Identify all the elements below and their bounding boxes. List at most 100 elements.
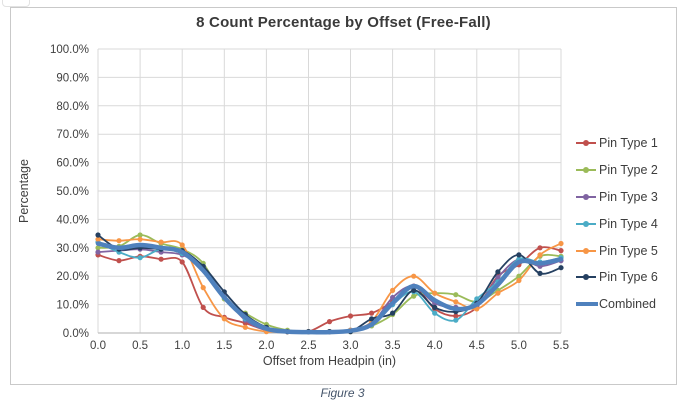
legend-item-pin-type-3: Pin Type 3: [575, 184, 675, 211]
data-point-pin-type-6: [95, 232, 101, 238]
data-point-pin-type-6: [558, 265, 564, 271]
x-tick-label: 3.0: [343, 340, 359, 352]
data-point-pin-type-2: [137, 232, 143, 238]
data-point-pin-type-5: [158, 239, 164, 245]
legend-label: Pin Type 1: [599, 136, 658, 151]
data-point-pin-type-2: [95, 245, 101, 251]
data-point-pin-type-6: [369, 316, 375, 322]
data-point-pin-type-4: [432, 310, 438, 316]
data-point-pin-type-5: [453, 299, 459, 305]
line-marker-icon: [575, 299, 598, 309]
chart-card: 8 Count Percentage by Offset (Free-Fall)…: [10, 7, 677, 385]
y-tick-label: 70.0%: [56, 129, 89, 141]
data-point-pin-type-6: [411, 287, 417, 293]
data-point-pin-type-1: [369, 310, 375, 316]
y-tick-label: 40.0%: [56, 214, 89, 226]
x-tick-label: 5.5: [553, 340, 569, 352]
y-tick-label: 0.0%: [63, 328, 89, 340]
y-tick-label: 30.0%: [56, 243, 89, 255]
legend-label: Pin Type 5: [599, 243, 658, 258]
data-point-pin-type-4: [137, 255, 143, 261]
legend-item-pin-type-5: Pin Type 5: [575, 237, 675, 264]
data-point-pin-type-2: [453, 292, 459, 298]
line-marker-icon: [575, 272, 598, 282]
line-chart: 0.0% 10.0% 20.0% 30.0% 40.0% 50.0% 60.0% 70.0% 8…: [50, 44, 569, 352]
y-tick-label: 10.0%: [56, 300, 89, 312]
legend-label: Pin Type 2: [599, 163, 658, 178]
line-marker-icon: [575, 192, 598, 202]
data-point-pin-type-6: [432, 304, 438, 310]
data-point-pin-type-4: [474, 296, 480, 302]
data-point-pin-type-1: [347, 313, 354, 319]
data-point-pin-type-4: [453, 317, 459, 323]
legend-item-pin-type-2: Pin Type 2: [575, 157, 675, 184]
data-point-pin-type-1: [200, 304, 206, 310]
y-tick-label: 80.0%: [56, 101, 89, 113]
x-tick-label: 5.0: [511, 340, 527, 352]
data-point-pin-type-2: [516, 273, 522, 279]
y-tick-label: 60.0%: [56, 158, 89, 170]
x-tick-label: 1.5: [216, 340, 232, 352]
data-point-pin-type-1: [558, 248, 564, 254]
data-point-pin-type-1: [537, 245, 543, 251]
x-axis-title: Offset from Headpin (in): [262, 354, 397, 368]
legend-label: Pin Type 3: [599, 189, 658, 204]
data-point-pin-type-2: [411, 293, 417, 299]
series-line-pin-type-4: [97, 241, 562, 333]
data-point-pin-type-5: [95, 236, 101, 242]
legend-item-pin-type-6: Pin Type 6: [575, 264, 675, 291]
data-point-pin-type-6: [390, 310, 396, 316]
x-tick-label: 1.0: [174, 340, 190, 352]
x-tick-label: 2.5: [301, 340, 317, 352]
y-tick-label: 100.0%: [50, 44, 89, 56]
figure-caption: Figure 3: [320, 386, 365, 400]
data-point-pin-type-3: [495, 275, 501, 281]
x-tick-label: 4.0: [427, 340, 443, 352]
legend-label: Pin Type 4: [599, 216, 658, 231]
legend-label: Pin Type 6: [599, 270, 658, 285]
data-point-pin-type-5: [495, 290, 501, 296]
y-tick-label: 20.0%: [56, 271, 89, 283]
chart-title: 8 Count Percentage by Offset (Free-Fall): [196, 14, 491, 31]
line-marker-icon: [575, 165, 598, 175]
x-tick-label: 0.5: [132, 340, 148, 352]
x-tick-label: 4.5: [469, 340, 485, 352]
data-point-pin-type-5: [242, 324, 248, 330]
line-marker-icon: [575, 138, 598, 148]
legend-item-pin-type-4: Pin Type 4: [575, 210, 675, 237]
data-point-pin-type-6: [516, 252, 522, 258]
data-point-pin-type-1: [116, 258, 122, 264]
data-point-pin-type-1: [453, 313, 459, 319]
data-point-pin-type-3: [390, 294, 396, 301]
data-point-pin-type-6: [495, 269, 501, 275]
data-point-pin-type-5: [390, 287, 396, 293]
data-point-pin-type-5: [516, 277, 522, 284]
data-point-pin-type-6: [537, 270, 543, 276]
data-point-pin-type-5: [432, 290, 438, 296]
data-point-pin-type-5: [116, 238, 122, 244]
y-tick-label: 50.0%: [56, 186, 89, 198]
line-marker-icon: [575, 219, 598, 229]
data-point-pin-type-1: [179, 259, 185, 265]
data-point-pin-type-3: [95, 249, 101, 255]
data-point-pin-type-5: [537, 252, 543, 258]
x-tick-label: 0.0: [90, 340, 106, 352]
x-tick-label: 3.5: [385, 340, 401, 352]
window-artifact: [2, 0, 30, 7]
data-point-pin-type-1: [326, 319, 333, 325]
data-point-pin-type-5: [179, 242, 185, 248]
data-point-pin-type-5: [137, 236, 143, 242]
data-point-pin-type-5: [558, 240, 564, 247]
x-tick-label: 2.0: [258, 340, 274, 352]
data-point-pin-type-5: [221, 316, 227, 322]
y-tick-label: 90.0%: [56, 72, 89, 84]
legend-item-pin-type-1: Pin Type 1: [575, 130, 675, 157]
series-line-combined: [95, 241, 564, 335]
data-point-pin-type-5: [411, 273, 417, 279]
data-point-pin-type-5: [200, 285, 206, 291]
data-point-pin-type-1: [158, 256, 164, 262]
legend-item-combined: Combined: [575, 291, 675, 318]
legend-label: Combined: [599, 297, 656, 312]
line-marker-icon: [575, 246, 598, 256]
